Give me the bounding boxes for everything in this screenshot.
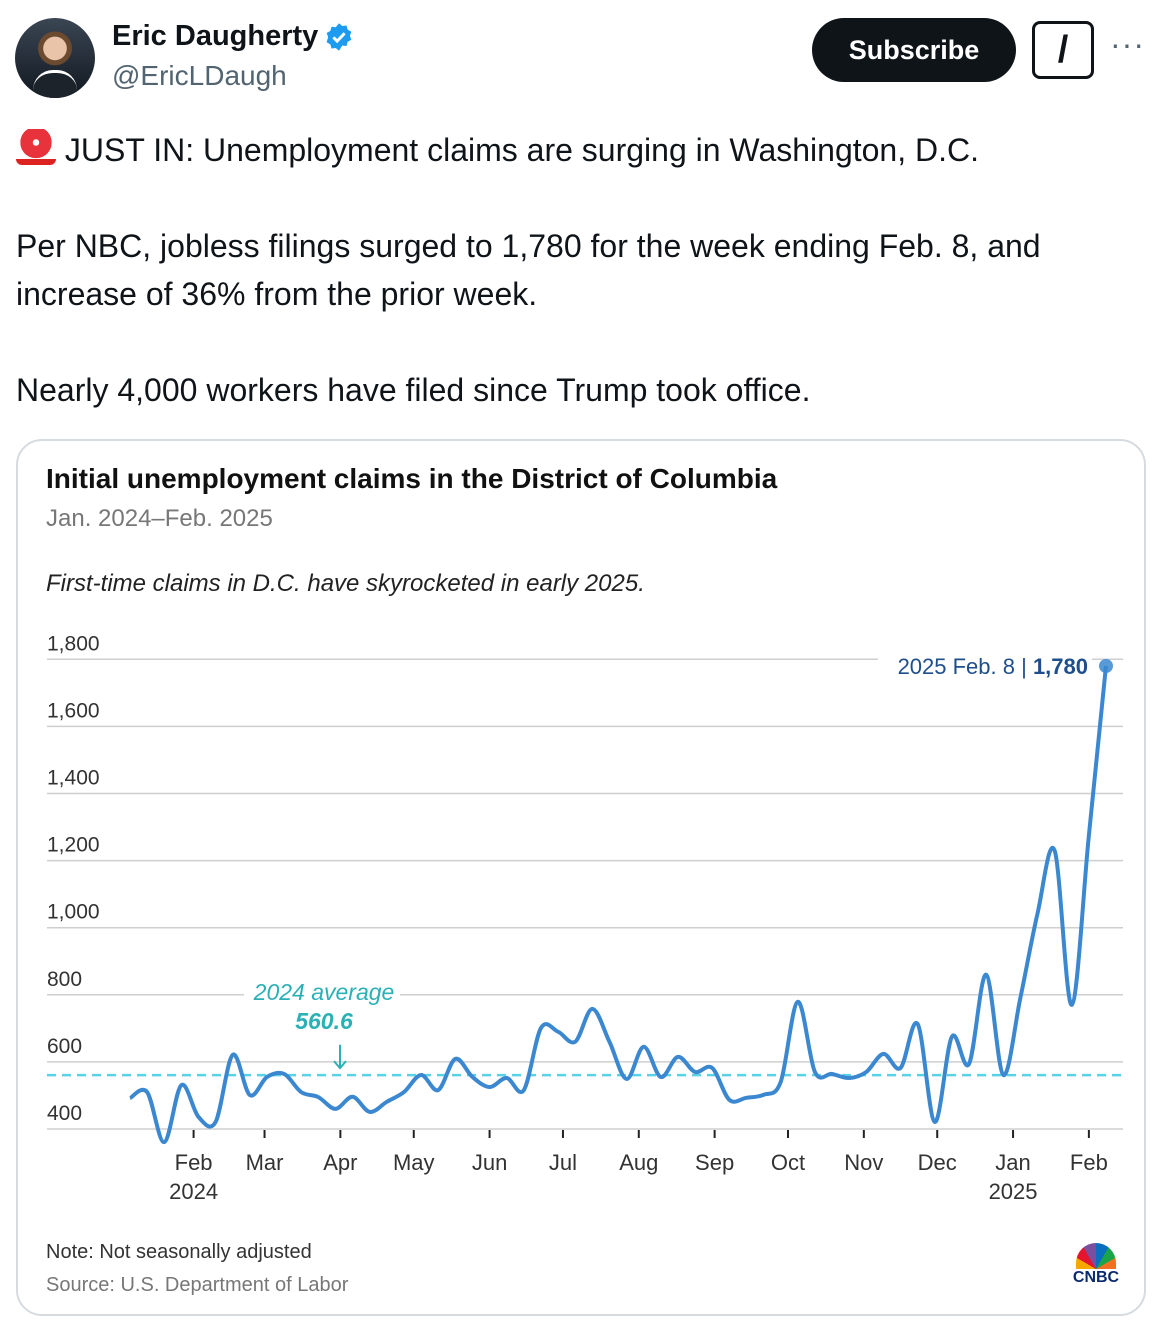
chart-note: Note: Not seasonally adjusted — [46, 1241, 312, 1263]
tweet-line-3: increase of 36% from the prior week. — [16, 276, 538, 312]
more-icon[interactable]: ··· — [1110, 26, 1145, 62]
average-value: 560.6 — [295, 1008, 353, 1034]
tweet-line-4: Nearly 4,000 workers have filed since Tr… — [16, 372, 811, 408]
x-tick-label: Feb — [175, 1150, 213, 1175]
verified-badge-icon — [326, 22, 352, 51]
line-chart: 400 600 800 1,000 1,200 1,400 1,600 1,800 Feb 202… — [47, 632, 1123, 1204]
y-tick-label: 1,400 — [47, 767, 100, 790]
x-tick-label: Mar — [246, 1150, 284, 1175]
x-tick-label: Jan — [995, 1150, 1030, 1175]
x-tick-label: Jul — [549, 1150, 577, 1175]
grok-icon[interactable]: / — [1032, 21, 1094, 79]
callout-value: 1,780 — [1033, 654, 1088, 679]
y-tick-label: 600 — [47, 1035, 82, 1058]
y-tick-label: 1,200 — [47, 834, 100, 857]
average-label-bg — [244, 980, 400, 1007]
x-tick-label: Sep — [695, 1150, 734, 1175]
author-name[interactable]: Eric Daugherty — [112, 20, 354, 53]
chart-title: Initial unemployment claims in the Distr… — [46, 463, 778, 494]
x-tick-label: Aug — [619, 1150, 658, 1175]
y-tick-label: 800 — [47, 968, 82, 991]
y-tick-label: 400 — [47, 1102, 82, 1125]
y-tick-label: 1,600 — [47, 699, 100, 722]
author-handle[interactable]: @EricLDaugh — [112, 60, 287, 91]
callout-label: 2025 Feb. 8 | 1,780 — [898, 654, 1088, 679]
x-tick-year: 2025 — [989, 1179, 1038, 1204]
author-name-text: Eric Daugherty — [112, 20, 319, 52]
x-tick-label: May — [393, 1150, 435, 1175]
tweet-line-1: JUST IN: Unemployment claims are surging… — [16, 126, 979, 174]
callout-bg — [878, 650, 1092, 681]
x-tick-label: Apr — [323, 1150, 357, 1175]
chart-subtitle: Jan. 2024–Feb. 2025 — [46, 505, 273, 532]
tweet-line-2: Per NBC, jobless filings surged to 1,780… — [16, 228, 1041, 264]
x-tick-label: Oct — [771, 1150, 805, 1175]
siren-icon — [16, 129, 56, 165]
x-tick-year: 2024 — [169, 1179, 218, 1204]
subscribe-button[interactable]: Subscribe — [812, 18, 1016, 82]
chart-card[interactable]: Initial unemployment claims in the Distr… — [16, 439, 1146, 1316]
cnbc-logo: CNBC — [1068, 1243, 1124, 1287]
avatar[interactable] — [15, 18, 95, 98]
average-arrow-icon — [333, 1044, 347, 1070]
x-tick-label: Dec — [918, 1150, 957, 1175]
callout-date: 2025 Feb. 8 | — [898, 654, 1033, 679]
x-tick-label: Jun — [472, 1150, 507, 1175]
y-tick-label: 1,800 — [47, 632, 100, 655]
x-tick-label: Feb — [1070, 1150, 1108, 1175]
y-tick-label: 1,000 — [47, 901, 100, 924]
chart-description: First-time claims in D.C. have skyrocket… — [46, 570, 645, 597]
series-line — [128, 665, 1108, 1145]
x-tick-label: Nov — [844, 1150, 883, 1175]
last-point-marker — [1099, 659, 1113, 674]
tweet-text: JUST IN: Unemployment claims are surging… — [64, 132, 979, 168]
average-label: 2024 average — [253, 979, 395, 1005]
chart-source: Source: U.S. Department of Labor — [46, 1274, 349, 1296]
